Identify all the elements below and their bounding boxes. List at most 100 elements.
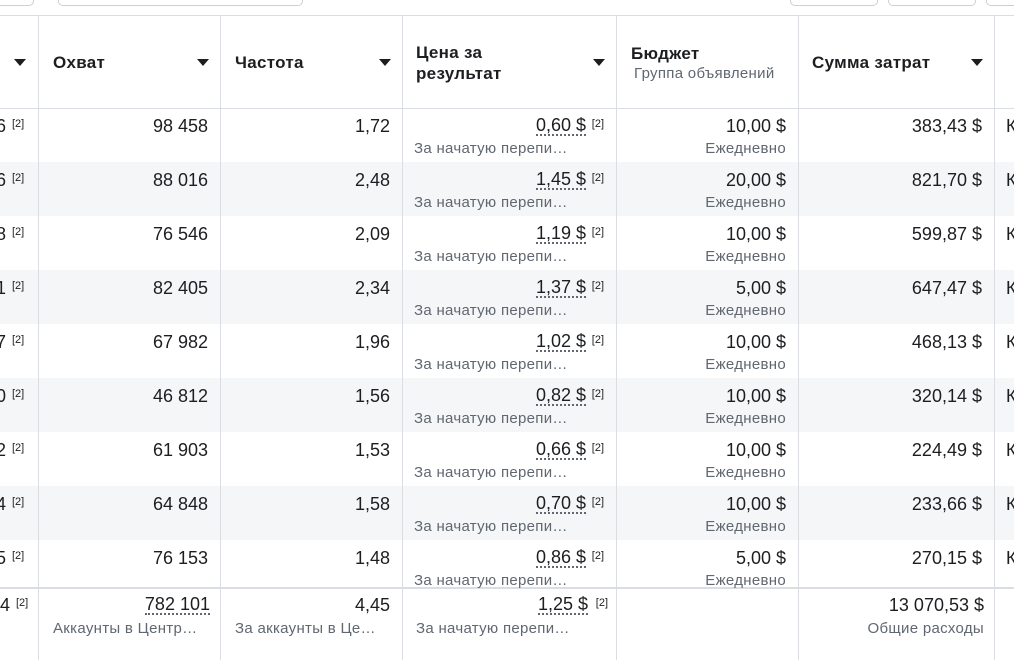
cost-total: 1,25 $ bbox=[537, 594, 588, 615]
spend: 383,43 $ bbox=[911, 116, 982, 136]
column-divider bbox=[994, 15, 995, 660]
cost-per-result: 0,82 $ bbox=[535, 385, 586, 406]
spend: 647,47 $ bbox=[911, 278, 982, 298]
row-bg bbox=[0, 378, 1014, 432]
cost-per-result: 1,45 $ bbox=[535, 169, 586, 190]
toolbar-button[interactable] bbox=[0, 0, 34, 6]
frequency: 1,48 bbox=[354, 548, 390, 568]
partial-total: 4 bbox=[0, 595, 10, 615]
sort-arrow[interactable] bbox=[14, 59, 26, 67]
row-bg bbox=[0, 162, 1014, 216]
footnote: [2] bbox=[12, 280, 25, 292]
frequency: 2,34 bbox=[354, 278, 390, 298]
footnote: [2] bbox=[591, 388, 604, 400]
toolbar-button[interactable] bbox=[790, 0, 878, 6]
column-header: Частота bbox=[235, 53, 304, 72]
column-divider bbox=[38, 15, 39, 660]
reach: 46 812 bbox=[152, 386, 208, 406]
result-type: За начатую перепи… bbox=[414, 302, 568, 319]
cost-per-result: 0,66 $ bbox=[535, 439, 586, 460]
next-column-value: К bbox=[1006, 440, 1014, 460]
footnote: [2] bbox=[12, 442, 25, 454]
spend: 599,87 $ bbox=[911, 224, 982, 244]
footnote: [2] bbox=[591, 172, 604, 184]
spend: 320,14 $ bbox=[911, 386, 982, 406]
footnote: [2] bbox=[591, 118, 604, 130]
budget: 10,00 $ bbox=[725, 224, 786, 244]
cost-per-result: 0,70 $ bbox=[535, 493, 586, 514]
next-column-value: К bbox=[1006, 494, 1014, 514]
frequency: 1,56 bbox=[354, 386, 390, 406]
footnote: [2] bbox=[12, 550, 25, 562]
sort-arrow[interactable] bbox=[379, 59, 391, 67]
toolbar-button[interactable] bbox=[888, 0, 976, 6]
column-divider bbox=[798, 15, 799, 660]
frequency: 2,48 bbox=[354, 170, 390, 190]
budget: 10,00 $ bbox=[725, 332, 786, 352]
sort-arrow[interactable] bbox=[197, 59, 209, 67]
next-column-value: К bbox=[1006, 170, 1014, 190]
column-header: Сумма затрат bbox=[812, 53, 931, 72]
toolbar-field[interactable] bbox=[58, 0, 303, 6]
footnote: [2] bbox=[12, 496, 25, 508]
footnote: [2] bbox=[595, 597, 608, 609]
partial-value: 8 bbox=[0, 224, 6, 244]
divider bbox=[0, 108, 1014, 109]
partial-value: 2 bbox=[0, 440, 6, 460]
frequency: 1,58 bbox=[354, 494, 390, 514]
budget: 20,00 $ bbox=[725, 170, 786, 190]
reach: 64 848 bbox=[152, 494, 208, 514]
row-bg bbox=[0, 486, 1014, 540]
budget: 5,00 $ bbox=[735, 278, 786, 298]
frequency: 1,96 bbox=[354, 332, 390, 352]
spend: 468,13 $ bbox=[911, 332, 982, 352]
frequency: 1,72 bbox=[354, 116, 390, 136]
partial-value: 1 bbox=[0, 278, 6, 298]
budget: 10,00 $ bbox=[725, 494, 786, 514]
cost-per-result: 0,60 $ bbox=[535, 115, 586, 136]
footnote: [2] bbox=[12, 118, 25, 130]
footnote: [2] bbox=[591, 442, 604, 454]
column-divider bbox=[616, 15, 617, 660]
budget-period: Ежедневно bbox=[705, 194, 786, 211]
result-type: За начатую перепи… bbox=[414, 248, 568, 265]
reach: 67 982 bbox=[152, 332, 208, 352]
spend-note: Общие расходы bbox=[867, 620, 984, 637]
reach: 82 405 bbox=[152, 278, 208, 298]
sort-arrow[interactable] bbox=[593, 59, 605, 67]
budget-period: Ежедневно bbox=[705, 140, 786, 157]
footnote: [2] bbox=[591, 496, 604, 508]
result-type: За начатую перепи… bbox=[414, 356, 568, 373]
result-type: За начатую перепи… bbox=[414, 140, 568, 157]
column-header: Охват bbox=[53, 53, 106, 72]
result-type: За начатую перепи… bbox=[414, 194, 568, 211]
next-column-value: К bbox=[1006, 116, 1014, 136]
partial-value: 0 bbox=[0, 386, 6, 406]
cost-per-result: 1,02 $ bbox=[535, 331, 586, 352]
footnote: [2] bbox=[12, 334, 25, 346]
budget-period: Ежедневно bbox=[705, 302, 786, 319]
cost-per-result: 0,86 $ bbox=[535, 547, 586, 568]
frequency-note: За аккаунты в Це… bbox=[235, 620, 376, 637]
cost-note: За начатую перепи… bbox=[416, 620, 570, 637]
cost-per-result: 1,37 $ bbox=[535, 277, 586, 298]
budget: 5,00 $ bbox=[735, 548, 786, 568]
spend-total: 13 070,53 $ bbox=[888, 595, 984, 615]
next-column-value: К bbox=[1006, 278, 1014, 298]
row-bg bbox=[0, 270, 1014, 324]
next-column-value: К bbox=[1006, 224, 1014, 244]
toolbar-button[interactable] bbox=[986, 0, 1014, 6]
column-divider bbox=[402, 15, 403, 660]
sort-arrow[interactable] bbox=[971, 59, 983, 67]
budget: 10,00 $ bbox=[725, 386, 786, 406]
divider bbox=[0, 587, 1014, 589]
column-subheader: Группа объявлений bbox=[634, 65, 775, 82]
spend: 821,70 $ bbox=[911, 170, 982, 190]
reach: 61 903 bbox=[152, 440, 208, 460]
result-type: За начатую перепи… bbox=[414, 572, 568, 589]
footnote: [2] bbox=[591, 334, 604, 346]
column-header: Цена за результат bbox=[416, 43, 502, 83]
divider bbox=[0, 15, 1014, 16]
footnote: [2] bbox=[12, 172, 25, 184]
